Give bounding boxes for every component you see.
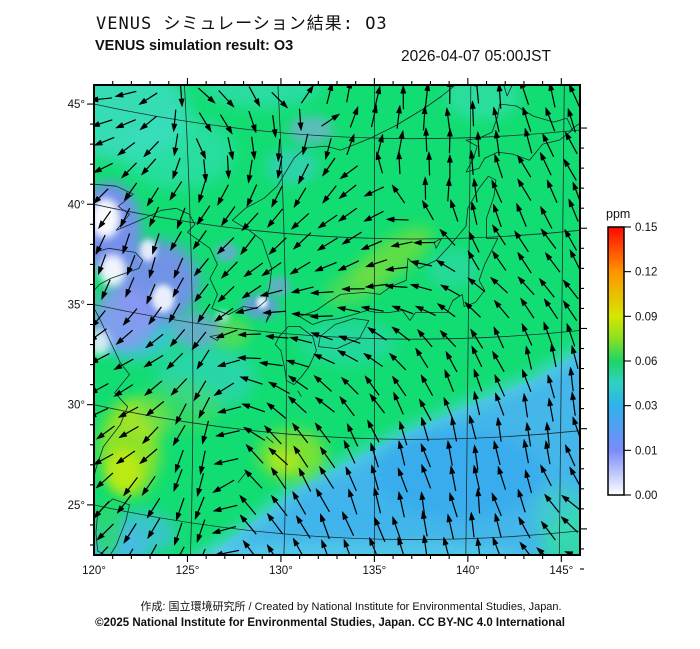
svg-text:130°: 130°	[269, 565, 293, 577]
svg-text:120°: 120°	[82, 565, 106, 577]
svg-text:0.01: 0.01	[635, 445, 657, 457]
svg-text:ppm: ppm	[606, 207, 630, 221]
footer: 作成: 国立環境研究所 / Created by National Instit…	[0, 598, 680, 629]
concentration-field	[94, 85, 580, 555]
svg-text:25°: 25°	[68, 500, 85, 512]
svg-text:140°: 140°	[456, 565, 480, 577]
timestamp: 2026-04-07 05:00JST	[401, 48, 551, 65]
svg-text:135°: 135°	[362, 565, 386, 577]
page-title-japanese: VENUS シミュレーション結果: O3	[96, 14, 388, 34]
svg-text:35°: 35°	[68, 299, 85, 311]
svg-text:0.09: 0.09	[635, 311, 657, 323]
license-line: ©2025 National Institute for Environment…	[95, 617, 565, 629]
svg-text:30°: 30°	[68, 400, 85, 412]
svg-text:0.15: 0.15	[635, 222, 657, 234]
svg-text:0.03: 0.03	[635, 401, 657, 413]
svg-text:0.06: 0.06	[635, 356, 657, 368]
page-title-english: VENUS simulation result: O3	[95, 38, 294, 54]
colorbar: ppm 0.00 0.01 0.03 0.06 0.09 0.12 0.15	[606, 207, 657, 502]
axis-labels: 120° 125° 130° 135° 140° 145° 45° 40° 35° 30° 25°	[68, 99, 574, 577]
svg-text:125°: 125°	[176, 565, 200, 577]
svg-text:0.12: 0.12	[635, 267, 657, 279]
svg-text:40°: 40°	[68, 199, 85, 211]
svg-text:145°: 145°	[549, 565, 573, 577]
svg-text:45°: 45°	[68, 99, 85, 111]
graticule	[94, 85, 580, 555]
axis-ticks	[87, 78, 587, 570]
wind-vectors	[94, 85, 580, 555]
svg-text:0.00: 0.00	[635, 490, 657, 502]
credit-line: 作成: 国立環境研究所 / Created by National Instit…	[140, 601, 562, 613]
